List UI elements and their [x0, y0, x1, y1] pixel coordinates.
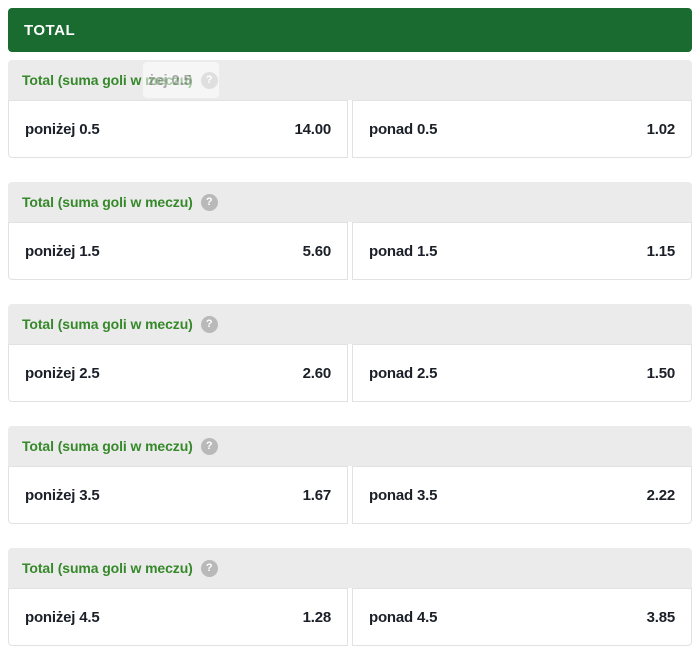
market-section: Total (suma goli w meczu) ? poniżej 2.5 …: [8, 304, 692, 402]
question-mark-icon[interactable]: ?: [200, 315, 218, 333]
outcome-label: ponad 4.5: [369, 608, 438, 626]
outcome-label: poniżej 1.5: [25, 242, 100, 260]
outcome-label: poniżej 4.5: [25, 608, 100, 626]
market-section: Total (suma goli w meczu) ? poniżej 0.5 …: [8, 60, 692, 158]
outcome-odds: 1.50: [646, 364, 676, 382]
outcome-odds: 14.00: [294, 120, 331, 138]
market-title: Total (suma goli w meczu): [22, 438, 193, 454]
outcome-odds: 1.67: [302, 486, 332, 504]
outcome-odds: 1.15: [646, 242, 676, 260]
question-mark-icon[interactable]: ?: [200, 193, 218, 211]
outcome-label: ponad 0.5: [369, 120, 438, 138]
market-section: Total (suma goli w meczu) ? poniżej 3.5 …: [8, 426, 692, 524]
question-mark-icon[interactable]: ?: [200, 559, 218, 577]
outcome-label: ponad 2.5: [369, 364, 438, 382]
outcome-label: ponad 3.5: [369, 486, 438, 504]
outcome-label: poniżej 0.5: [25, 120, 100, 138]
outcome-odds: 5.60: [302, 242, 332, 260]
outcome-button[interactable]: ponad 0.5 1.02: [352, 100, 692, 158]
outcome-button[interactable]: ponad 4.5 3.85: [352, 588, 692, 646]
outcome-button[interactable]: ponad 3.5 2.22: [352, 466, 692, 524]
outcome-odds: 1.28: [302, 608, 332, 626]
outcomes-row: poniżej 0.5 14.00 ponad 0.5 1.02: [8, 100, 692, 158]
market-section: Total (suma goli w meczu) ? poniżej 4.5 …: [8, 548, 692, 646]
outcome-label: poniżej 2.5: [25, 364, 100, 382]
outcome-odds: 2.22: [646, 486, 676, 504]
question-mark-icon[interactable]: ?: [200, 437, 218, 455]
outcomes-row: poniżej 2.5 2.60 ponad 2.5 1.50: [8, 344, 692, 402]
question-mark-icon[interactable]: ?: [200, 71, 218, 89]
outcome-odds: 3.85: [646, 608, 676, 626]
outcome-label: poniżej 3.5: [25, 486, 100, 504]
market-title: Total (suma goli w meczu): [22, 560, 193, 576]
market-section: Total (suma goli w meczu) ? poniżej 1.5 …: [8, 182, 692, 280]
market-title: Total (suma goli w meczu): [22, 194, 193, 210]
outcome-label: ponad 1.5: [369, 242, 438, 260]
outcome-button[interactable]: ponad 2.5 1.50: [352, 344, 692, 402]
sections-container: Total (suma goli w meczu) ? poniżej 0.5 …: [8, 60, 692, 646]
outcome-button[interactable]: poniżej 0.5 14.00: [8, 100, 348, 158]
outcomes-row: poniżej 4.5 1.28 ponad 4.5 3.85: [8, 588, 692, 646]
market-header: Total (suma goli w meczu) ?: [8, 60, 692, 100]
market-title: Total (suma goli w meczu): [22, 316, 193, 332]
market-header: Total (suma goli w meczu) ?: [8, 426, 692, 466]
market-header: Total (suma goli w meczu) ?: [8, 304, 692, 344]
market-title: Total (suma goli w meczu): [22, 72, 193, 88]
market-header: Total (suma goli w meczu) ?: [8, 182, 692, 222]
market-group-title: TOTAL: [24, 21, 76, 39]
outcome-button[interactable]: poniżej 1.5 5.60: [8, 222, 348, 280]
outcome-button[interactable]: poniżej 4.5 1.28: [8, 588, 348, 646]
outcome-button[interactable]: poniżej 2.5 2.60: [8, 344, 348, 402]
outcome-odds: 2.60: [302, 364, 332, 382]
market-header: Total (suma goli w meczu) ?: [8, 548, 692, 588]
outcomes-row: poniżej 1.5 5.60 ponad 1.5 1.15: [8, 222, 692, 280]
outcome-button[interactable]: ponad 1.5 1.15: [352, 222, 692, 280]
outcome-odds: 1.02: [646, 120, 676, 138]
outcome-button[interactable]: poniżej 3.5 1.67: [8, 466, 348, 524]
outcomes-row: poniżej 3.5 1.67 ponad 3.5 2.22: [8, 466, 692, 524]
market-group-header: TOTAL: [8, 8, 692, 52]
